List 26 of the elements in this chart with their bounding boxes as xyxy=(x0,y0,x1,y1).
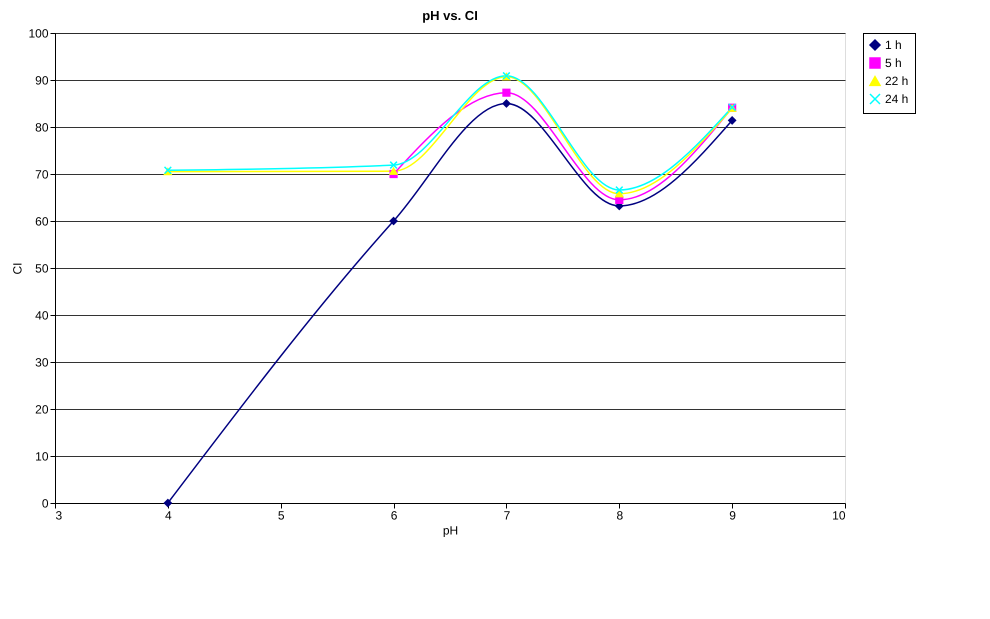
y-tick-label: 100 xyxy=(28,26,49,40)
legend-label: 5 h xyxy=(885,56,902,70)
legend-label: 1 h xyxy=(885,38,902,52)
y-tick-label: 50 xyxy=(35,262,49,276)
x-tick-label: 3 xyxy=(56,508,62,522)
y-tick-label: 0 xyxy=(42,496,49,510)
x-tick-label: 10 xyxy=(832,508,846,522)
y-axis-title: CI xyxy=(10,262,24,274)
x-tick-label: 5 xyxy=(278,508,285,522)
x-tick-label: 9 xyxy=(729,508,736,522)
y-tick-label: 70 xyxy=(35,168,49,182)
x-tick-label: 8 xyxy=(616,508,624,522)
y-tick-label: 10 xyxy=(35,450,49,464)
x-tick-label: 4 xyxy=(165,508,172,522)
y-tick-label: 40 xyxy=(35,308,49,322)
x-tick-label: 6 xyxy=(390,508,398,522)
legend-label: 22 h xyxy=(885,74,908,88)
y-tick-label: 90 xyxy=(35,74,49,88)
y-tick-label: 20 xyxy=(35,402,49,416)
y-tick-label: 30 xyxy=(35,356,49,370)
y-tick-label: 80 xyxy=(35,120,49,134)
chart-title: pH vs. CI xyxy=(422,8,478,23)
y-tick-label: 60 xyxy=(35,214,49,228)
x-axis-title: pH xyxy=(442,524,458,538)
x-tick-label: 7 xyxy=(504,508,511,522)
legend-label: 24 h xyxy=(885,92,908,106)
